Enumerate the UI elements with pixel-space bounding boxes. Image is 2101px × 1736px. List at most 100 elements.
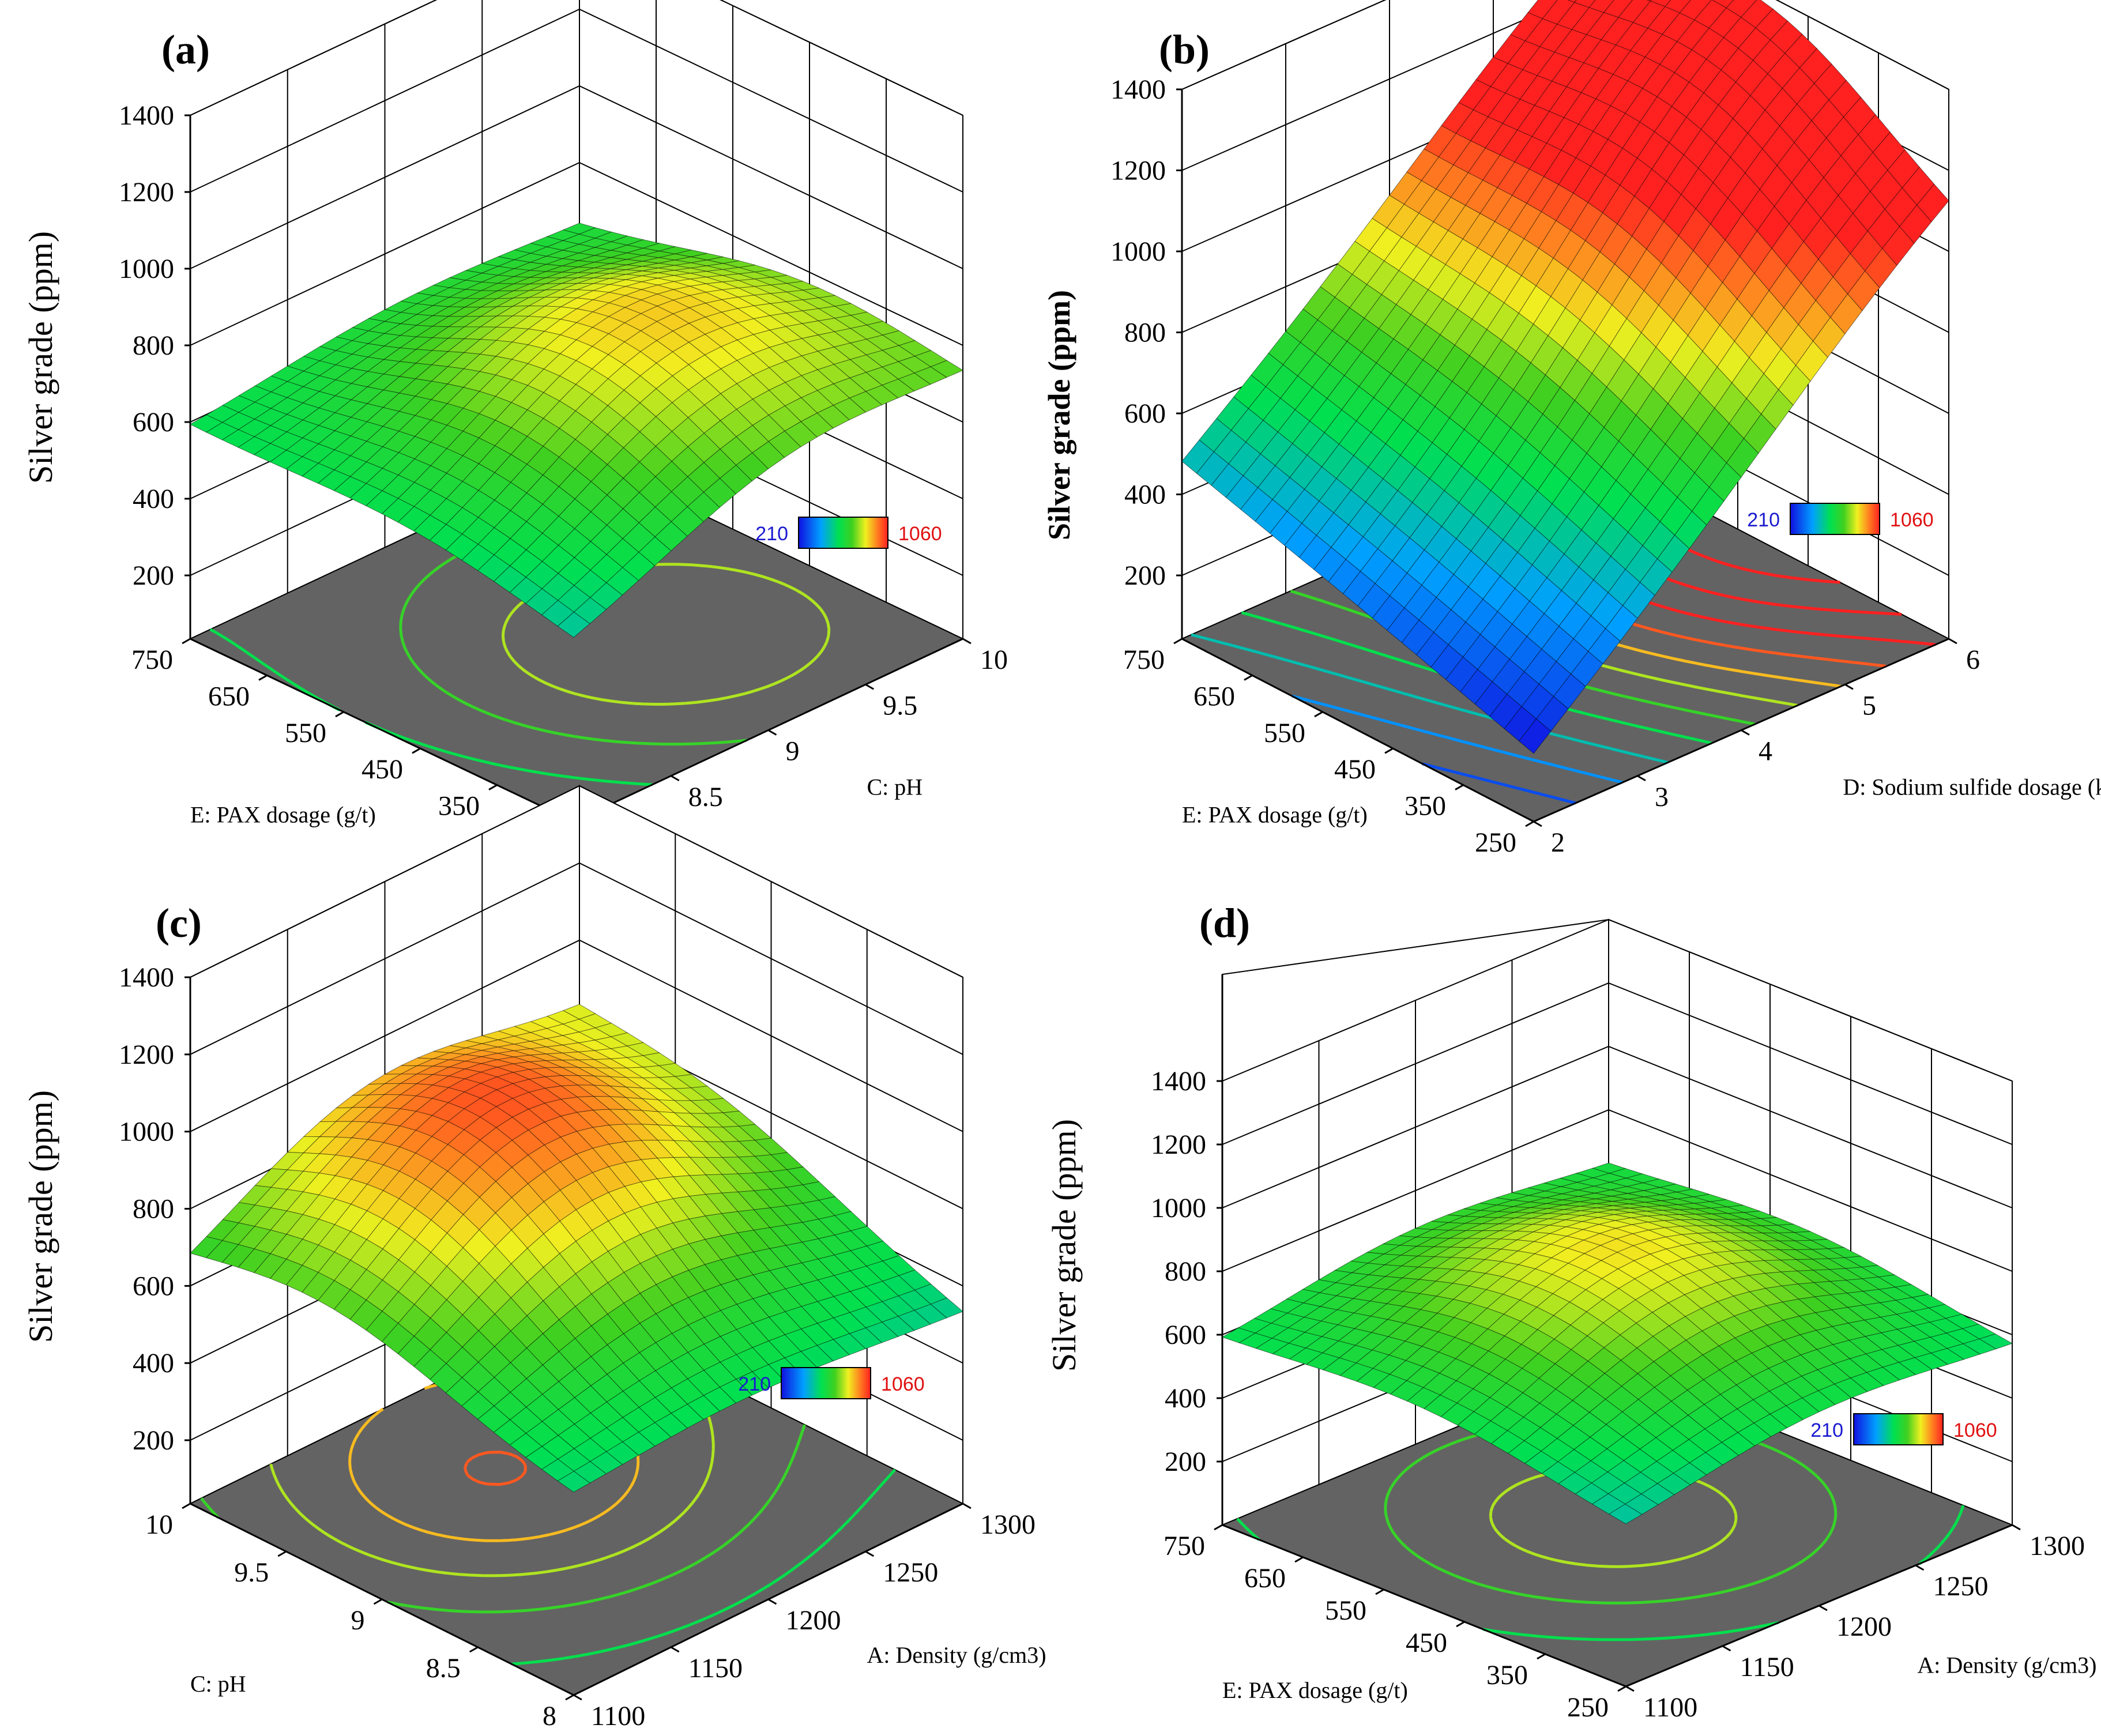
z-tick-label: 1000 — [1151, 1193, 1206, 1223]
z-tick-label: 1200 — [1110, 156, 1166, 186]
colorbar-max-label: 1060 — [1890, 509, 1934, 531]
z-tick-label: 800 — [1165, 1256, 1206, 1287]
wall-grid-line — [190, 785, 963, 978]
left-axis-title: E: PAX dosage (g/t) — [190, 802, 376, 828]
left-axis-tick-label: 450 — [1334, 754, 1376, 785]
panel-d: 1400 1200 1000 800 600 400 200 750 650 550 450 350 2… — [1045, 900, 2096, 1723]
right-axis-tick — [1844, 683, 1854, 690]
left-floor-axis — [190, 1502, 574, 1696]
colorbar-max-label: 1060 — [881, 1373, 925, 1395]
right-axis-tick-label: 1100 — [1643, 1692, 1697, 1723]
right-axis-tick — [1818, 1605, 1828, 1611]
left-axis-tick — [182, 638, 191, 645]
right-axis-tick-label: 1300 — [2030, 1531, 2085, 1561]
right-axis-tick — [1533, 820, 1542, 827]
right-floor-axis — [1625, 1524, 2013, 1688]
left-axis-tick-label: 250 — [1567, 1692, 1609, 1723]
left-axis-tick — [1214, 1524, 1223, 1531]
right-axis-tick — [865, 1550, 874, 1557]
colorbar-min-label: 210 — [738, 1373, 771, 1395]
panel-a: 1400 1200 1000 800 600 400 200 750 650 550 450 350 2… — [22, 0, 1008, 858]
wall-grid-line — [190, 8, 963, 193]
left-axis-tick-label: 9.5 — [234, 1557, 269, 1588]
surface-cell — [1608, 1504, 1643, 1524]
right-axis-tick-label: 1250 — [1933, 1571, 1989, 1602]
right-axis-tick — [2012, 1524, 2021, 1531]
response-surface — [190, 223, 963, 638]
contour-line-600 — [511, 1468, 897, 1666]
panel-label: (b) — [1159, 27, 1210, 73]
right-axis-tick — [671, 1646, 680, 1653]
left-axis-tick — [1456, 1621, 1465, 1628]
wall-grid-line — [190, 85, 963, 269]
contour-line-400 — [1292, 694, 1623, 784]
left-axis-tick-label: 750 — [131, 645, 173, 675]
right-axis-tick-label: 10 — [980, 645, 1008, 675]
z-tick-label: 1200 — [1151, 1129, 1206, 1160]
left-floor-axis — [190, 638, 574, 823]
z-tick-label: 200 — [133, 1425, 174, 1456]
left-axis-tick — [469, 1646, 479, 1653]
left-axis-tick-label: 8 — [543, 1701, 556, 1731]
contour-line-1000 — [464, 1451, 527, 1486]
left-axis-tick — [1537, 1653, 1546, 1660]
panel-b: 1400 1200 1000 800 600 400 200 750 650 550 450 350 2… — [1042, 0, 2101, 858]
contour-line-700 — [200, 1424, 806, 1614]
left-axis-title: E: PAX dosage (g/t) — [1222, 1677, 1408, 1703]
left-axis-tick-label: 650 — [1193, 681, 1235, 711]
left-axis-tick — [1375, 1588, 1384, 1595]
right-axis-tick-label: 1150 — [688, 1653, 743, 1684]
left-axis-tick-label: 250 — [1475, 827, 1516, 858]
colorbar — [1853, 1413, 1944, 1445]
right-axis-tick — [573, 1694, 582, 1701]
right-axis-tick-label: 6 — [1966, 645, 1980, 675]
wall-grid-line — [1181, 0, 1949, 90]
right-axis-title: A: Density (g/cm3) — [1917, 1652, 2096, 1678]
right-axis-tick-label: 1200 — [1836, 1611, 1892, 1642]
wall-grid-line — [1222, 1109, 2013, 1272]
left-axis-tick-label: 650 — [1244, 1563, 1286, 1594]
right-axis-tick — [1625, 1685, 1635, 1692]
panel-label: (a) — [161, 27, 210, 73]
z-axis-title: Silver grade (ppm) — [1042, 290, 1076, 540]
z-tick-label: 400 — [1124, 480, 1166, 510]
z-tick-label: 1200 — [119, 1040, 174, 1070]
right-axis-tick-label: 1300 — [980, 1509, 1036, 1540]
left-axis-tick-label: 350 — [1405, 791, 1446, 822]
colorbar-max-label: 1060 — [898, 523, 942, 545]
z-tick-label: 200 — [1165, 1447, 1206, 1477]
left-axis-tick — [335, 711, 344, 718]
left-floor-axis — [1222, 1524, 1626, 1688]
right-axis-tick — [1637, 775, 1646, 782]
left-axis-tick-label: 550 — [1264, 718, 1305, 748]
right-axis-tick — [962, 638, 972, 645]
z-tick-label: 1400 — [1110, 74, 1166, 105]
response-surface — [190, 1004, 963, 1493]
z-tick-label: 1400 — [119, 962, 174, 993]
left-axis-tick-label: 8.5 — [426, 1653, 461, 1684]
right-axis-title: C: pH — [867, 774, 923, 800]
left-axis-tick-label: 550 — [1325, 1595, 1366, 1626]
left-axis-tick-label: 450 — [1406, 1628, 1447, 1658]
wall-grid-line — [1222, 918, 2013, 1082]
z-tick-label: 1400 — [119, 100, 174, 131]
colorbar-min-label: 210 — [1810, 1419, 1843, 1441]
right-axis-tick — [962, 1502, 972, 1509]
right-axis-tick-label: 2 — [1551, 827, 1565, 858]
left-axis-tick-label: 750 — [1123, 645, 1165, 675]
left-axis-tick-label: 650 — [208, 681, 250, 711]
right-axis-tick — [1741, 729, 1750, 736]
left-axis-tick-label: 450 — [362, 754, 403, 785]
surface-cell — [557, 612, 590, 638]
colorbar — [1790, 503, 1880, 535]
z-tick-label: 800 — [1124, 318, 1166, 348]
right-axis-tick-label: 9.5 — [883, 690, 917, 721]
right-axis-tick-label: 1100 — [591, 1701, 645, 1731]
z-axis-title: Silver grade (ppm) — [1045, 1119, 1083, 1372]
left-axis-tick — [1455, 784, 1464, 790]
left-axis-title: E: PAX dosage (g/t) — [1182, 802, 1368, 828]
panel-label: (d) — [1199, 900, 1250, 946]
right-axis-tick-label: 5 — [1862, 690, 1876, 721]
z-tick-label: 1000 — [119, 254, 174, 284]
